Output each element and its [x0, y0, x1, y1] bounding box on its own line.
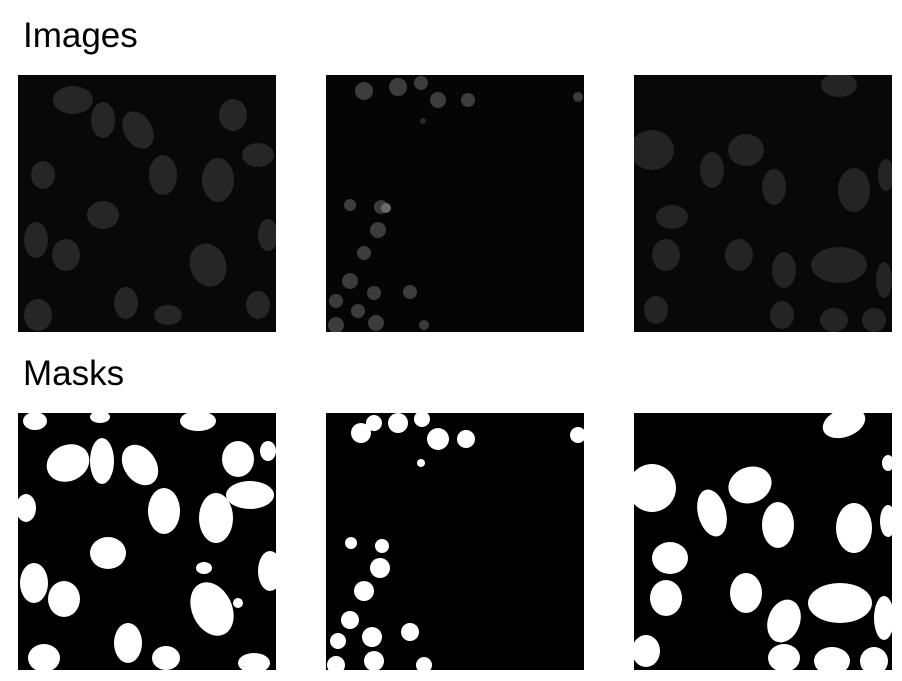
image-panel-1-graphic — [18, 75, 276, 332]
image-panel-2 — [326, 75, 584, 332]
mask-panel-1-graphic — [18, 413, 276, 670]
image-panel-3-graphic — [634, 75, 892, 332]
mask-panel-2-graphic — [326, 413, 584, 670]
mask-panel-3 — [634, 413, 892, 670]
images-heading: Images — [23, 16, 138, 55]
image-panel-3 — [634, 75, 892, 332]
mask-panel-3-graphic — [634, 413, 892, 670]
image-panel-2-graphic — [326, 75, 584, 332]
image-panel-1 — [18, 75, 276, 332]
mask-panel-2 — [326, 413, 584, 670]
masks-heading: Masks — [23, 354, 125, 393]
mask-panel-1 — [18, 413, 276, 670]
